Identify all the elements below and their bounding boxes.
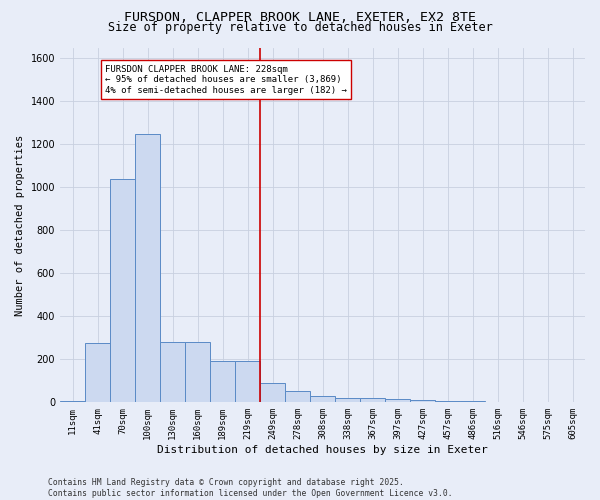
Bar	[285, 390, 310, 402]
Text: FURSDON, CLAPPER BROOK LANE, EXETER, EX2 8TE: FURSDON, CLAPPER BROOK LANE, EXETER, EX2…	[124, 11, 476, 24]
Bar	[160, 342, 185, 402]
Bar	[210, 362, 235, 403]
Bar	[235, 362, 260, 403]
Text: FURSDON CLAPPER BROOK LANE: 228sqm
← 95% of detached houses are smaller (3,869)
: FURSDON CLAPPER BROOK LANE: 228sqm ← 95%…	[105, 64, 347, 94]
Bar	[360, 398, 385, 402]
X-axis label: Distribution of detached houses by size in Exeter: Distribution of detached houses by size …	[157, 445, 488, 455]
Bar	[310, 396, 335, 402]
Bar	[135, 134, 160, 402]
Bar	[410, 400, 435, 402]
Text: Size of property relative to detached houses in Exeter: Size of property relative to detached ho…	[107, 22, 493, 35]
Y-axis label: Number of detached properties: Number of detached properties	[15, 134, 25, 316]
Bar	[335, 398, 360, 402]
Bar	[260, 383, 285, 402]
Bar	[110, 178, 135, 402]
Bar	[85, 343, 110, 402]
Bar	[185, 342, 210, 402]
Bar	[435, 400, 460, 402]
Bar	[385, 399, 410, 402]
Text: Contains HM Land Registry data © Crown copyright and database right 2025.
Contai: Contains HM Land Registry data © Crown c…	[48, 478, 452, 498]
